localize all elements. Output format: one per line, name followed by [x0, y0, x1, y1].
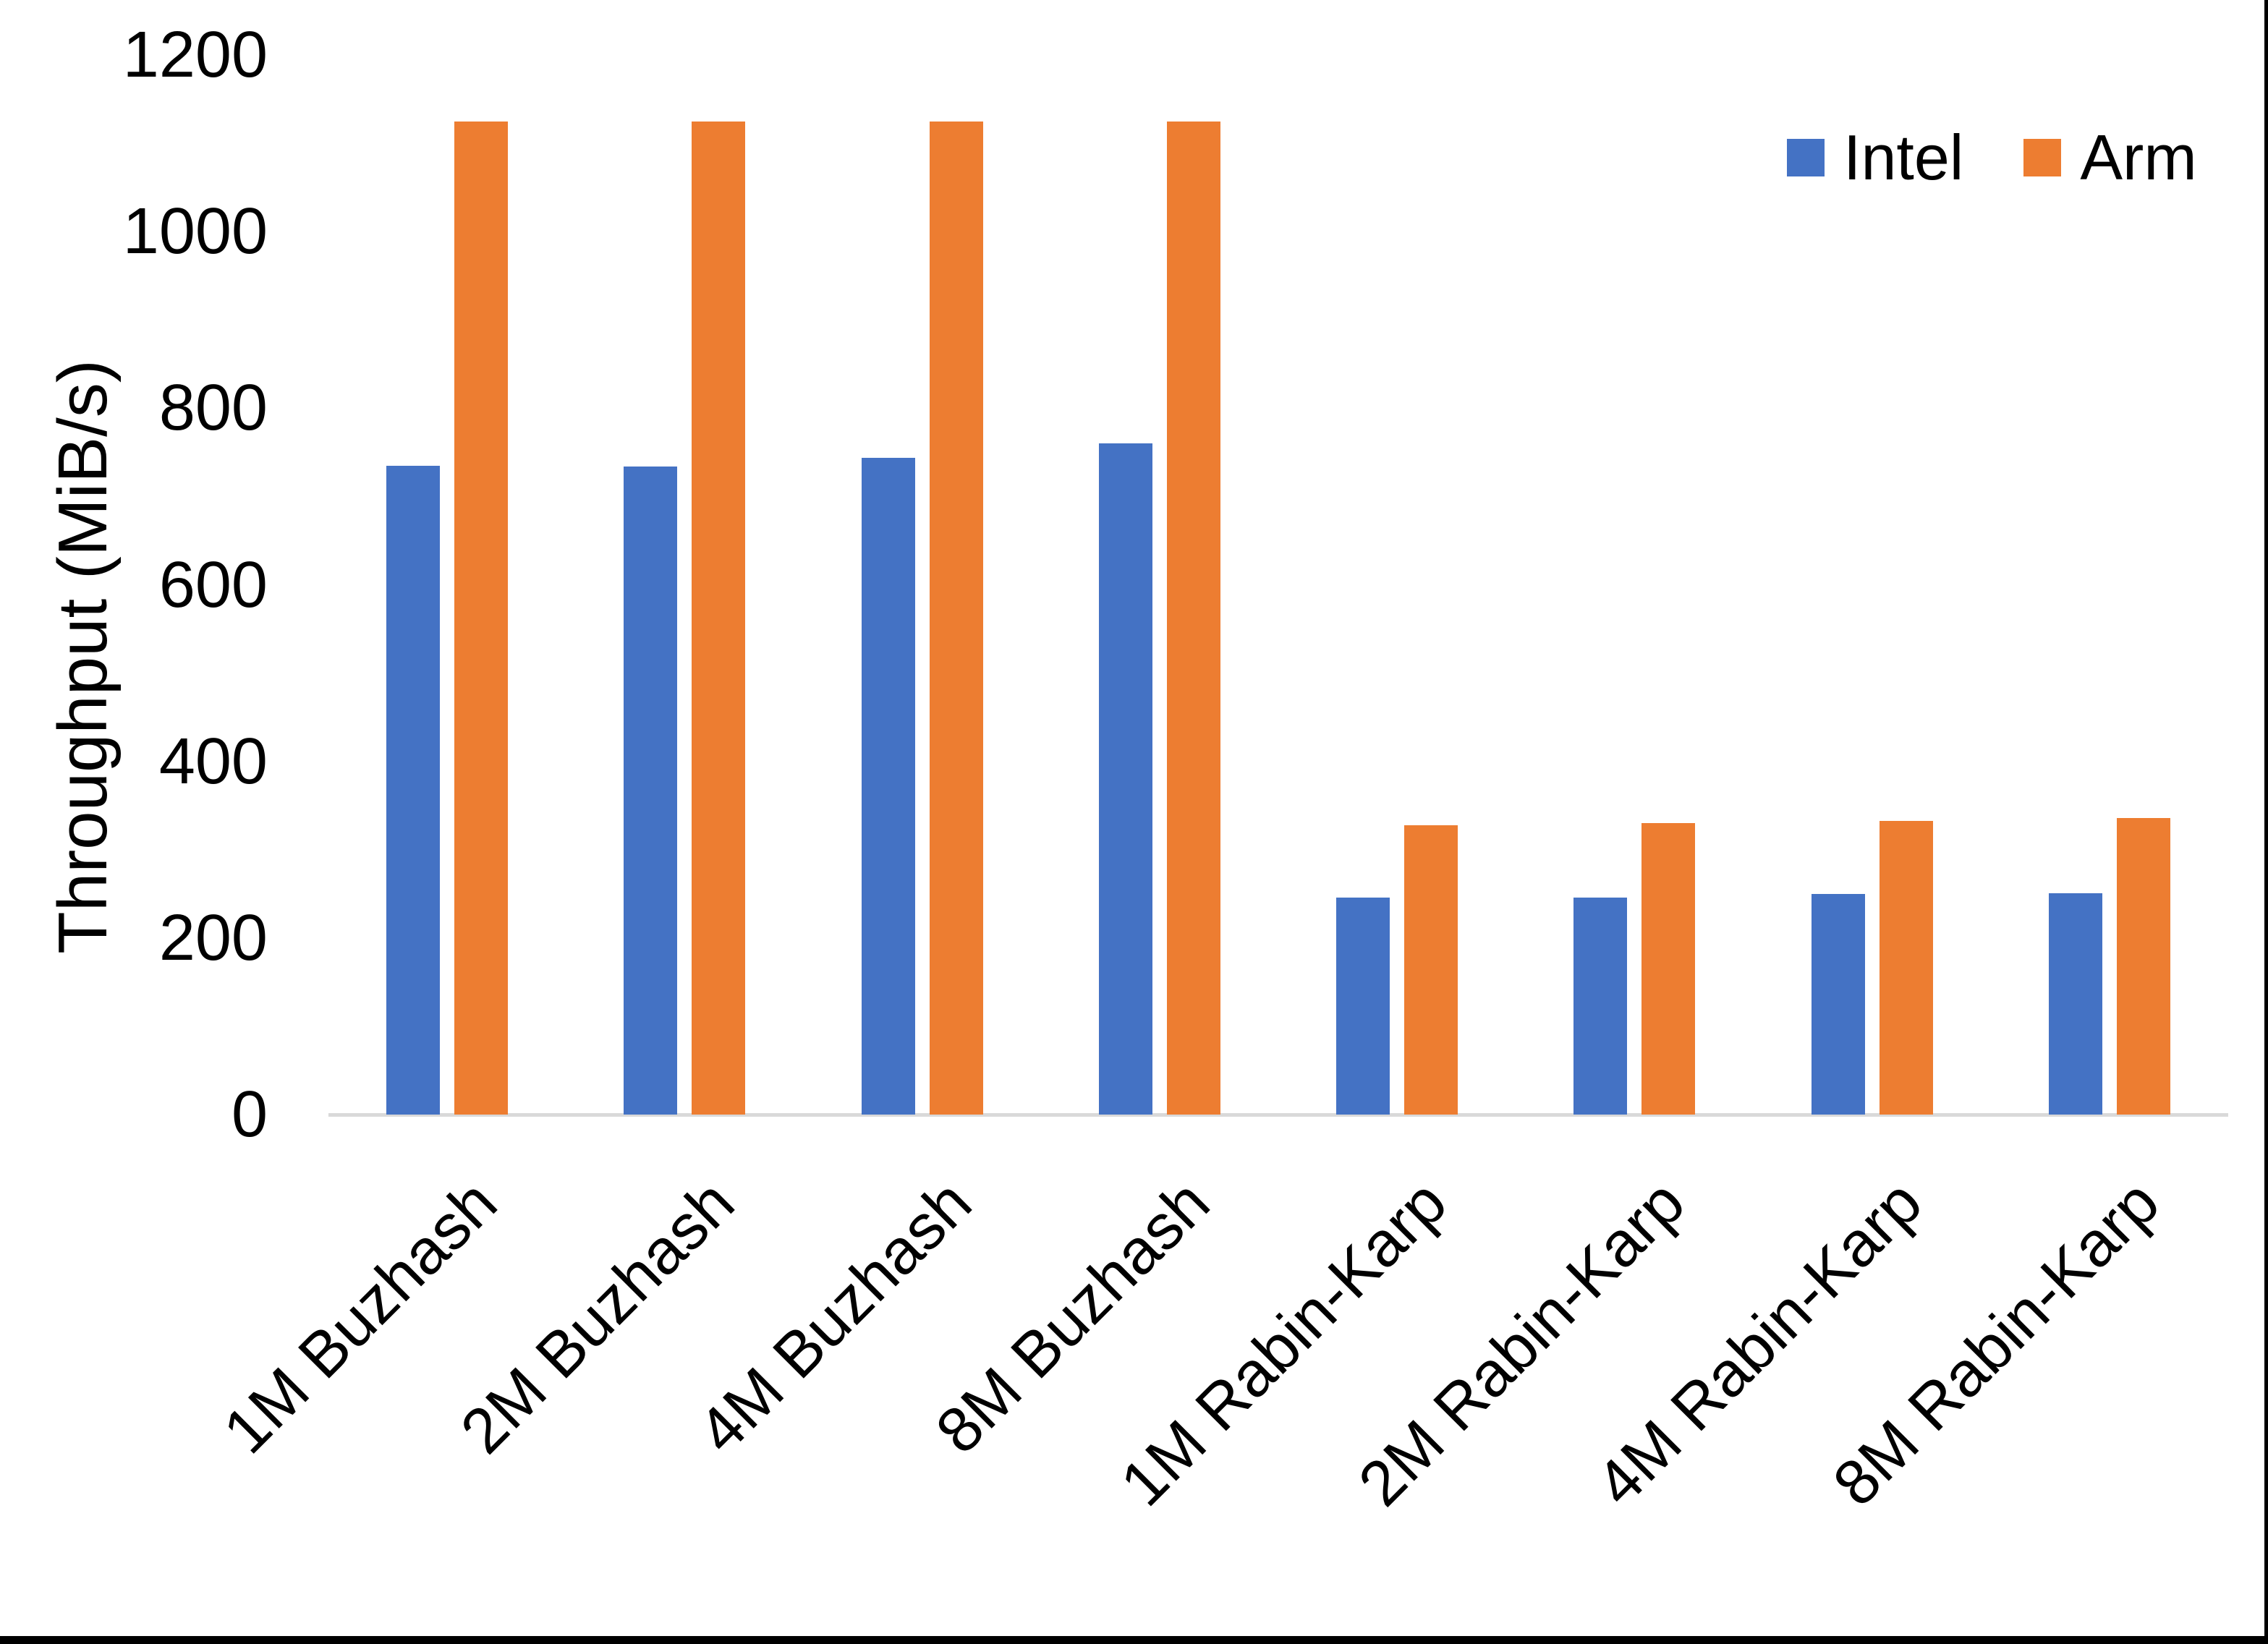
- y-tick-1200: 1200: [122, 19, 268, 91]
- legend-item-arm: Arm: [2023, 122, 2197, 193]
- y-tick-800: 800: [158, 372, 268, 445]
- bar-intel-8m-rabin-karp: [2048, 893, 2102, 1115]
- legend-label-intel: Intel: [1843, 122, 1964, 193]
- legend-label-arm: Arm: [2080, 122, 2197, 193]
- plot-area: 1M Buzhash 2M Buzhash 4M Buzhash 8M Buzhash…: [209, 55, 2228, 1520]
- bar-arm-2m-rabin-karp: [1641, 823, 1696, 1115]
- bar-intel-1m-buzhash: [386, 465, 441, 1115]
- y-tick-0: 0: [231, 1078, 268, 1151]
- legend: Intel Arm: [1787, 124, 2197, 191]
- legend-swatch-intel: [1787, 139, 1825, 176]
- bar-arm-2m-buzhash: [692, 121, 746, 1115]
- y-tick-200: 200: [158, 901, 268, 974]
- bar-arm-4m-rabin-karp: [1879, 820, 1933, 1115]
- y-tick-400: 400: [158, 725, 268, 798]
- x-axis-line: [328, 1113, 2228, 1117]
- bar-arm-8m-buzhash: [1166, 121, 1220, 1115]
- bar-arm-8m-rabin-karp: [2116, 817, 2170, 1115]
- bar-intel-8m-buzhash: [1098, 443, 1152, 1115]
- bottom-border: [0, 1636, 2268, 1644]
- bar-intel-4m-buzhash: [861, 457, 915, 1115]
- y-tick-600: 600: [158, 548, 268, 621]
- right-border: [2264, 0, 2268, 1644]
- bar-intel-1m-rabin-karp: [1336, 897, 1390, 1115]
- bar-intel-2m-buzhash: [624, 466, 678, 1115]
- bar-intel-4m-rabin-karp: [1811, 893, 1865, 1115]
- y-axis-tick-labels: 0 200 400 600 800 1000 1200: [0, 0, 268, 1644]
- bar-arm-4m-buzhash: [929, 121, 983, 1115]
- bar-arm-1m-buzhash: [454, 121, 509, 1115]
- bar-arm-1m-rabin-karp: [1404, 825, 1458, 1115]
- legend-swatch-arm: [2023, 139, 2062, 176]
- legend-item-intel: Intel: [1787, 124, 1963, 191]
- bar-intel-2m-rabin-karp: [1573, 897, 1628, 1115]
- y-tick-1000: 1000: [122, 195, 268, 268]
